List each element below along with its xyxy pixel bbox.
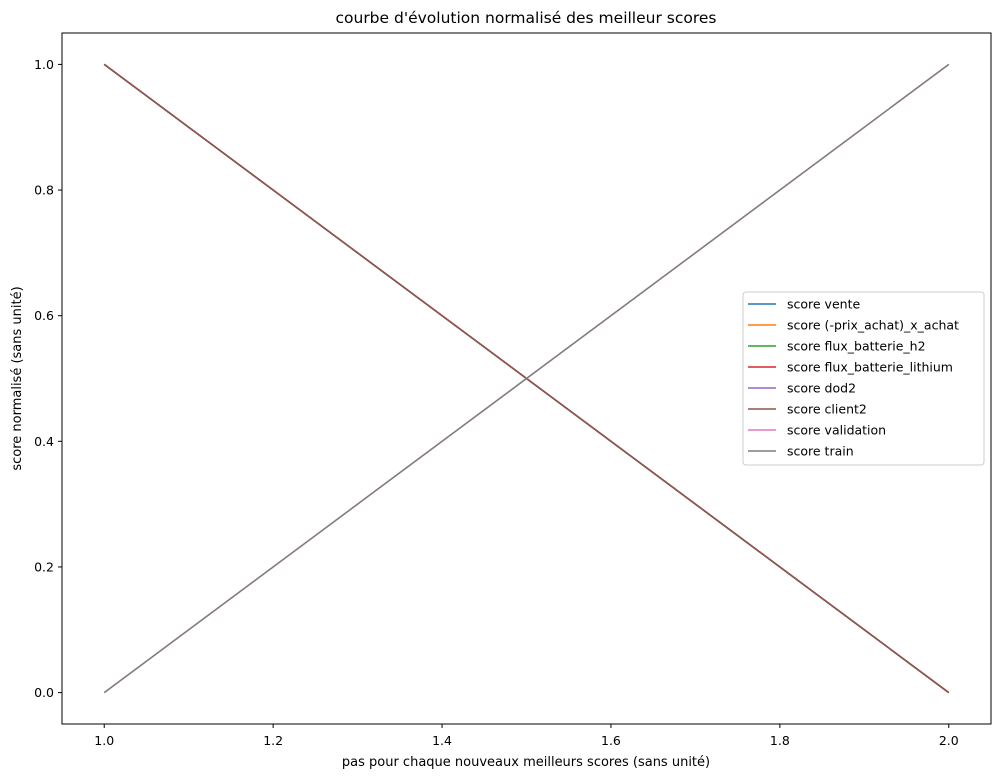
legend: score vente score (-prix_achat)_x_achatsc… (742, 291, 985, 466)
axes-frame (61, 32, 992, 725)
plot-lines (103, 63, 950, 694)
y-tick-label: 0.4 (34, 434, 54, 449)
x-tick-label: 1.6 (601, 733, 621, 748)
legend-label-2: score flux_batterie_h2 (787, 339, 926, 354)
legend-label-4: score dod2 (787, 381, 856, 396)
legend-label-5: score client2 (787, 402, 867, 417)
y-axis-ticks: 0.0 0.2 0.4 0.6 0.8 1.0 (34, 57, 62, 700)
legend-label-7: score train (787, 444, 854, 459)
x-tick-label: 1.8 (770, 733, 790, 748)
legend-label-3: score flux_batterie_lithium (787, 360, 953, 375)
x-axis-ticks: 1.0 1.2 1.4 1.6 1.8 2.0 (94, 724, 959, 748)
chart-title: courbe d'évolution normalisé des meilleu… (335, 9, 716, 27)
y-tick-label: 0.8 (34, 183, 54, 198)
x-tick-label: 1.0 (94, 733, 114, 748)
y-tick-label: 0.6 (34, 308, 54, 323)
legend-label-1: score (-prix_achat)_x_achat (787, 318, 959, 333)
y-tick-label: 0.0 (34, 685, 54, 700)
x-axis-label: pas pour chaque nouveaux meilleurs score… (342, 755, 710, 770)
series-line-7 (103, 63, 950, 694)
legend-label-0: score vente (787, 297, 860, 312)
y-tick-label: 1.0 (34, 57, 54, 72)
legend-label-6: score validation (787, 423, 886, 438)
x-tick-label: 1.2 (263, 733, 283, 748)
y-axis-label: score normalisé (sans unité) (10, 286, 25, 470)
legend-box (742, 291, 985, 466)
x-tick-label: 2.0 (939, 733, 959, 748)
x-tick-label: 1.4 (432, 733, 452, 748)
y-tick-label: 0.2 (34, 559, 54, 574)
